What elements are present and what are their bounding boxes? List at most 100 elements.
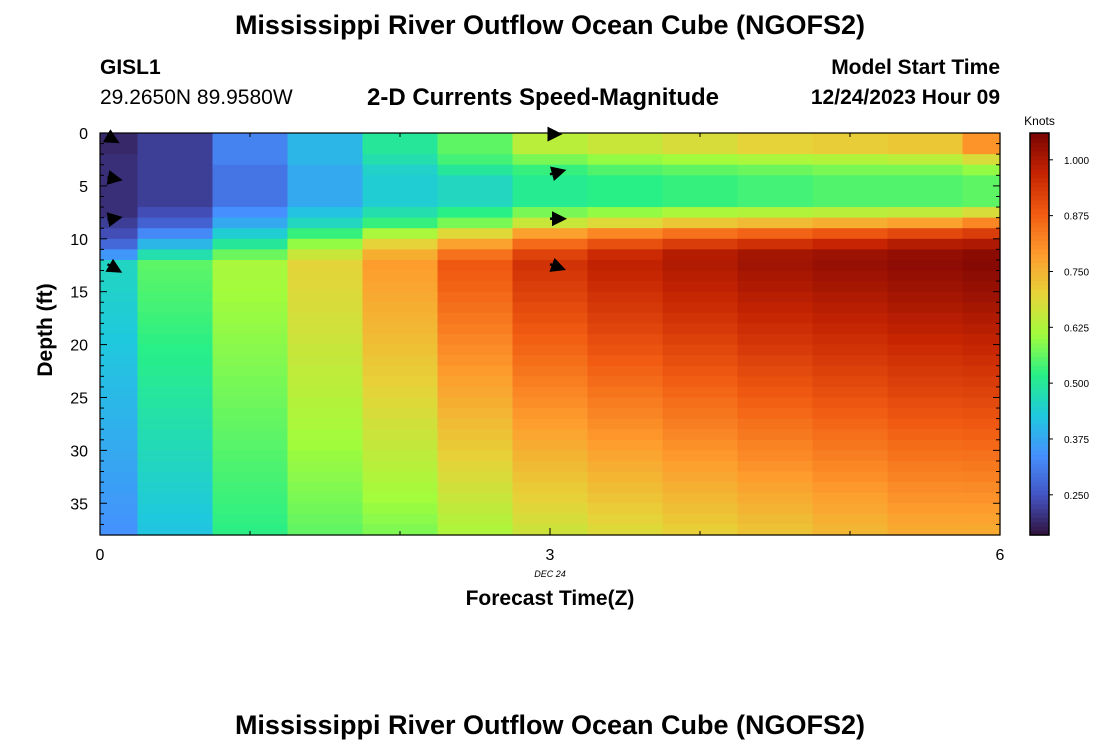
heatmap-cell — [662, 439, 739, 451]
heatmap-cell — [362, 175, 439, 208]
heatmap-cell — [662, 270, 739, 282]
x-axis-label: Forecast Time(Z) — [466, 587, 635, 610]
heatmap-cell — [887, 524, 964, 536]
heatmap-cell — [437, 355, 514, 367]
heatmap-cell — [962, 164, 1001, 176]
heatmap-cell — [512, 334, 589, 346]
heatmap-cell — [137, 334, 214, 346]
heatmap-cell — [512, 228, 589, 240]
heatmap-cell — [212, 482, 289, 494]
heatmap-cell — [437, 334, 514, 346]
heatmap-cell — [737, 503, 814, 515]
heatmap-cell — [437, 259, 514, 272]
heatmap-cell — [887, 365, 964, 377]
heatmap-cell — [887, 482, 964, 494]
colorbar-segment — [1030, 387, 1049, 393]
heatmap-cell — [737, 323, 814, 335]
heatmap-cell — [812, 471, 889, 483]
heatmap-cell — [812, 334, 889, 346]
heatmap-cell — [587, 450, 664, 462]
heatmap-cell — [512, 175, 589, 208]
heatmap-cell — [662, 217, 739, 229]
heatmap-cell — [212, 344, 289, 356]
heatmap-cell — [512, 281, 589, 293]
heatmap-cell — [512, 450, 589, 462]
heatmap-cell — [962, 238, 1001, 250]
heatmap-cell — [512, 217, 589, 229]
heatmap-cell — [662, 355, 739, 367]
heatmap-cell — [662, 429, 739, 441]
heatmap-cell — [437, 302, 514, 314]
heatmap-cell — [737, 291, 814, 303]
heatmap-cell — [737, 418, 814, 430]
heatmap-cell — [287, 471, 364, 483]
heatmap-cell — [812, 408, 889, 420]
heatmap-cell — [962, 365, 1001, 377]
colorbar-segment — [1030, 472, 1049, 478]
heatmap-cell — [287, 450, 364, 462]
heatmap-cell — [100, 429, 139, 441]
heatmap-cell — [362, 482, 439, 494]
heatmap-cell — [100, 207, 139, 219]
heatmap-cell — [662, 418, 739, 430]
heatmap-cell — [287, 408, 364, 420]
colorbar-segment — [1030, 329, 1049, 335]
heatmap-cell — [737, 355, 814, 367]
heatmap-cell — [287, 482, 364, 494]
heatmap-cell — [512, 439, 589, 451]
heatmap-cell — [962, 312, 1001, 325]
heatmap-cell — [212, 164, 289, 176]
colorbar-segment — [1030, 316, 1049, 322]
colorbar-segment — [1030, 338, 1049, 344]
heatmap-cell — [512, 418, 589, 430]
colorbar-segment — [1030, 530, 1049, 536]
heatmap-cell — [212, 439, 289, 451]
heatmap-cell — [100, 386, 139, 399]
heatmap-cell — [587, 344, 664, 356]
heatmap-cell — [137, 482, 214, 494]
heatmap-cell — [812, 249, 889, 261]
heatmap-cell — [100, 524, 139, 536]
colorbar-segment — [1030, 244, 1049, 250]
colorbar-segment — [1030, 490, 1049, 496]
heatmap-cell — [437, 503, 514, 515]
heatmap-cell — [962, 207, 1001, 219]
heatmap-cell — [100, 259, 139, 272]
heatmap-cell — [287, 270, 364, 282]
heatmap-cell — [137, 228, 214, 240]
current-vector-arrow — [102, 129, 120, 144]
heatmap-cell — [887, 418, 964, 430]
heatmap-cell — [437, 291, 514, 303]
heatmap-cell — [287, 238, 364, 250]
colorbar-segment — [1030, 240, 1049, 246]
heatmap-cell — [100, 376, 139, 388]
heatmap-cell — [212, 312, 289, 325]
colorbar-segment — [1030, 293, 1049, 299]
heatmap-cell — [587, 482, 664, 494]
heatmap-cell — [137, 376, 214, 388]
heatmap-cell — [100, 492, 139, 504]
heatmap-cell — [737, 429, 814, 441]
heatmap-cell — [737, 133, 814, 155]
colorbar-segment — [1030, 468, 1049, 474]
heatmap-cell — [137, 281, 214, 293]
heatmap-cell — [512, 344, 589, 356]
colorbar-segment — [1030, 409, 1049, 415]
current-vector-arrow — [105, 258, 123, 273]
heatmap-cell — [287, 418, 364, 430]
heatmap-cell — [100, 513, 139, 526]
heatmap-cell — [362, 249, 439, 261]
colorbar-tick-label: 0.875 — [1064, 212, 1089, 223]
colorbar-segment — [1030, 271, 1049, 277]
heatmap-cell — [962, 439, 1001, 451]
colorbar-segment — [1030, 226, 1049, 232]
heatmap-cell — [962, 344, 1001, 356]
colorbar-segment — [1030, 191, 1049, 197]
heatmap-cell — [887, 291, 964, 303]
heatmap-cell — [962, 334, 1001, 346]
heatmap-cell — [737, 365, 814, 377]
colorbar-segment — [1030, 275, 1049, 281]
colorbar-segment — [1030, 253, 1049, 259]
heatmap-cell — [887, 334, 964, 346]
y-tick-label: 20 — [70, 338, 88, 355]
